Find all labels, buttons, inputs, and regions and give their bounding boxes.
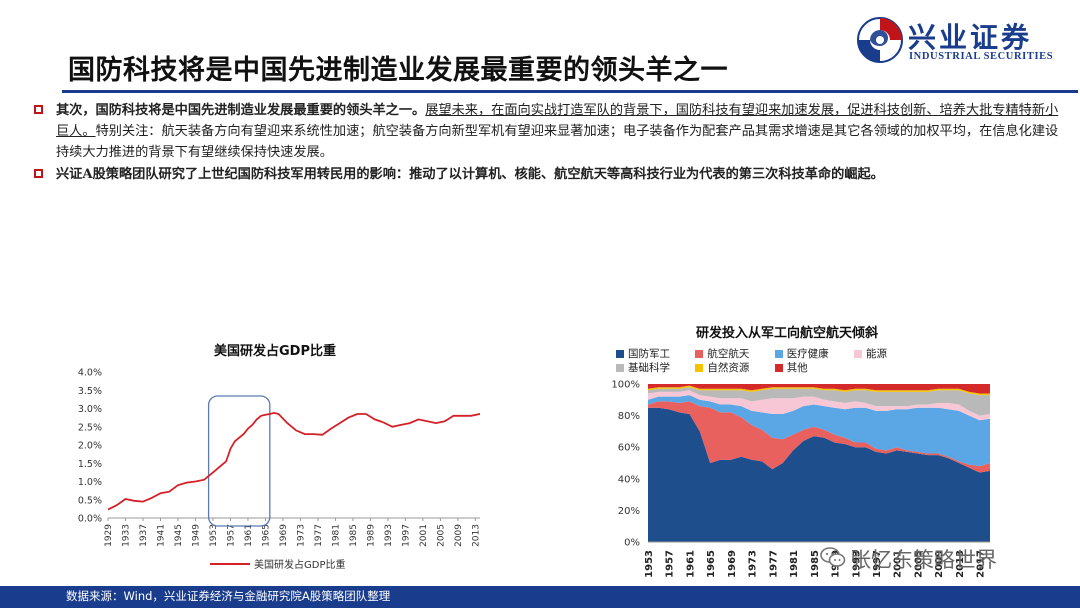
y-tick-label: 80% (618, 411, 640, 422)
x-tick-label: 1961 (685, 550, 696, 578)
x-tick-label: 1985 (810, 550, 821, 578)
wechat-icon (820, 547, 846, 567)
bullet-1-underlined: 展望未来，在面向实战打造军队的背景下，国防科技有望迎来加速发展，促进科技创新、培… (56, 103, 1059, 139)
legend-item-natural-resources: 自然资源 (695, 360, 749, 375)
y-tick-label: 40% (618, 474, 640, 485)
y-tick-label: 1.5% (78, 459, 102, 470)
footer-source: 数据来源：Wind，兴业证券经济与金融研究院A股策略团队整理 (66, 589, 391, 603)
x-tick-label: 1985 (349, 524, 359, 547)
area-series-6 (648, 384, 990, 394)
y-tick-label: 0% (624, 538, 640, 549)
x-tick-label: 1973 (748, 550, 759, 578)
y-tick-label: 3.5% (78, 386, 102, 397)
bullet-square-icon (34, 169, 43, 178)
x-tick-label: 1969 (727, 550, 738, 578)
y-tick-label: 2.5% (78, 422, 102, 433)
chart-1-title: 美国研发占GDP比重 (214, 344, 336, 359)
x-tick-label: 1993 (851, 550, 862, 578)
x-tick-label: 2005 (436, 524, 446, 547)
watermark-text: 张忆东策略世界 (850, 548, 997, 572)
legend-item-other: 其他 (774, 360, 808, 375)
y-tick-label: 0.5% (78, 495, 102, 506)
x-tick-label: 1989 (366, 524, 376, 547)
x-tick-label: 1945 (174, 524, 184, 547)
x-tick-label: 1941 (156, 524, 166, 547)
logo-swirl-icon (857, 17, 903, 63)
x-tick-label: 1957 (226, 524, 236, 547)
x-tick-label: 1997 (872, 550, 883, 578)
x-tick-label: 2005 (913, 550, 924, 578)
x-tick-label: 1933 (121, 524, 131, 547)
x-tick-label: 2017 (976, 550, 987, 578)
legend-item-defense: 国防军工 (616, 346, 670, 361)
legend-item-basic-science: 基础科学 (616, 360, 670, 375)
title-underline (62, 90, 1078, 93)
x-tick-label: 2013 (955, 550, 966, 578)
logo-chinese-text: 兴业证券 (908, 21, 1033, 54)
x-tick-label: 1969 (279, 524, 289, 547)
y-tick-label: 60% (618, 443, 640, 454)
area-series-0 (648, 407, 990, 542)
x-tick-label: 1981 (789, 550, 800, 578)
x-tick-label: 2009 (454, 524, 464, 547)
area-series-2 (648, 395, 990, 467)
y-tick-label: 4.0% (78, 368, 102, 379)
x-tick-label: 1953 (209, 524, 219, 547)
footer-bar (0, 586, 1080, 608)
chart-2-legend-row-1: 国防军工 航空航天 医疗健康 能源 (616, 346, 909, 361)
highlight-box (207, 395, 271, 527)
x-tick-label: 1937 (139, 524, 149, 547)
page-title: 国防科技将是中国先进制造业发展最重要的领头羊之一 (68, 55, 728, 86)
x-tick-label: 1965 (706, 550, 717, 578)
x-tick-label: 1957 (665, 550, 676, 578)
rd-allocation-area-chart: 0% 20% 40% 60% 80% 100% 1953 1957 1961 1965 1969 19… (611, 380, 990, 578)
x-tick-label: 1973 (296, 524, 306, 547)
legend-label: 美国研发占GDP比重 (254, 558, 345, 571)
x-tick-label: 1929 (104, 524, 114, 547)
bullet-1-lead: 其次，国防科技将是中国先进制造业发展最重要的领头羊之一。 (56, 103, 426, 118)
chart-2-legend-row-2: 基础科学 自然资源 其他 (616, 360, 830, 375)
y-tick-label: 20% (618, 506, 640, 517)
x-tick-label: 1977 (314, 524, 324, 547)
x-tick-label: 1965 (261, 524, 271, 547)
x-tick-label: 1953 (644, 550, 655, 578)
brand-logo: 兴业证券 INDUSTRIAL SECURITIES (856, 14, 1071, 66)
y-tick-label: 0.0% (78, 514, 102, 525)
chart-2-title: 研发投入从军工向航空航天倾斜 (696, 326, 879, 341)
legend-item-health: 医疗健康 (774, 346, 829, 361)
x-tick-label: 2001 (893, 550, 904, 578)
bullet-item-1: 其次，国防科技将是中国先进制造业发展最重要的领头羊之一。展望未来，在面向实战打造… (30, 100, 1070, 163)
bullet-2-lead: 兴证A股策略团队研究了上世纪国防科技军用转民用的影响：推动了以计算机、核能、航空… (56, 167, 884, 182)
series-line-rd-gdp (107, 411, 480, 511)
rd-gdp-line-chart: 0.0% 0.5% 1.0% 1.5% 2.0% 2.5% 3.0% 3.5% 4.0% 1929… (78, 368, 480, 571)
x-tick-label: 2001 (419, 524, 429, 547)
y-tick-label: 100% (611, 380, 640, 391)
x-tick-label: 1949 (191, 524, 201, 547)
area-series-5 (648, 385, 990, 396)
y-tick-label: 3.0% (78, 404, 102, 415)
y-tick-label: 1.0% (78, 477, 102, 488)
bullet-list: 其次，国防科技将是中国先进制造业发展最重要的领头羊之一。展望未来，在面向实战打造… (30, 100, 1070, 186)
y-tick-label: 2.0% (78, 441, 102, 452)
x-tick-label: 1961 (244, 524, 254, 547)
area-series-3 (648, 390, 990, 421)
x-tick-label: 1981 (331, 524, 341, 547)
legend-item-aerospace: 航空航天 (695, 346, 749, 361)
logo-english-text: INDUSTRIAL SECURITIES (909, 51, 1054, 62)
x-tick-label: 1997 (401, 524, 411, 547)
x-tick-label: 2013 (471, 524, 480, 547)
bullet-item-2: 兴证A股策略团队研究了上世纪国防科技军用转民用的影响：推动了以计算机、核能、航空… (30, 164, 1070, 185)
x-tick-label: 1977 (768, 550, 779, 578)
x-tick-label: 1993 (384, 524, 394, 547)
area-series-1 (648, 401, 990, 473)
bullet-square-icon (34, 105, 43, 114)
bullet-1-rest: 特别关注：航天装备方向有望迎来系统性加速；航空装备方向新型军机有望迎来显著加速；… (56, 124, 1059, 160)
legend-item-energy: 能源 (854, 346, 887, 361)
area-series-4 (648, 387, 990, 416)
x-tick-label: 2009 (934, 550, 945, 578)
